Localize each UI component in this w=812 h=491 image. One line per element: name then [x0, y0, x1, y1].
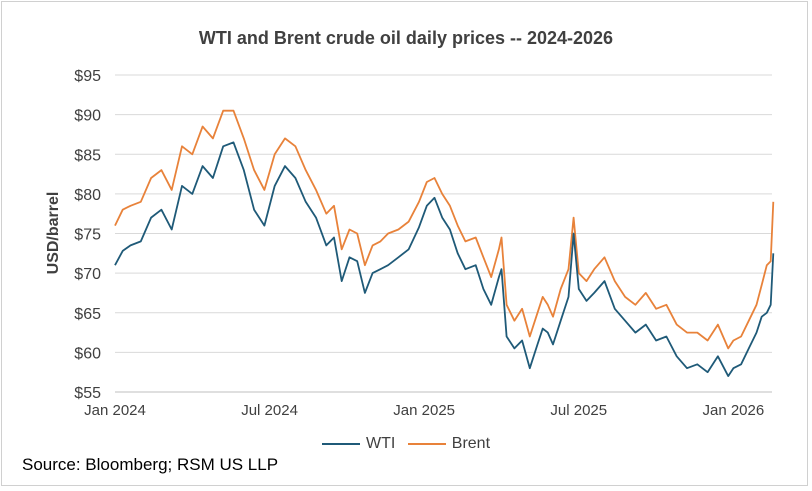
series-line-brent — [114, 109, 775, 350]
y-tick-label: $65 — [74, 306, 101, 323]
chart-title: WTI and Brent crude oil daily prices -- … — [198, 28, 614, 48]
x-tick-label: Jan 2026 — [702, 402, 764, 419]
y-tick-label: $85 — [74, 147, 101, 164]
series-line-wti — [114, 141, 775, 378]
legend-item-brent: Brent — [407, 435, 491, 453]
y-tick-label: $80 — [74, 187, 101, 204]
y-tick-label: $75 — [74, 227, 101, 244]
chart-legend: WTI Brent — [0, 432, 812, 453]
y-tick-label: $55 — [74, 385, 101, 402]
x-tick-label: Jul 2025 — [550, 402, 607, 419]
legend-swatch-brent — [407, 443, 446, 445]
x-tick-label: Jul 2024 — [241, 402, 298, 419]
y-tick-label: $90 — [74, 108, 101, 125]
x-tick-label: Jan 2024 — [84, 402, 146, 419]
legend-label-brent: Brent — [451, 435, 491, 452]
legend-label-wti: WTI — [365, 435, 396, 452]
legend-swatch-wti — [321, 443, 360, 445]
x-tick-label: Jan 2025 — [393, 402, 455, 419]
source-note: Source: Bloomberg; RSM US LLP — [22, 455, 279, 474]
y-tick-label: $95 — [74, 68, 101, 85]
y-tick-label: $60 — [74, 345, 101, 362]
legend-item-wti: WTI — [321, 435, 396, 453]
y-axis-label: USD/barrel — [45, 192, 62, 275]
y-tick-label: $70 — [74, 266, 101, 283]
